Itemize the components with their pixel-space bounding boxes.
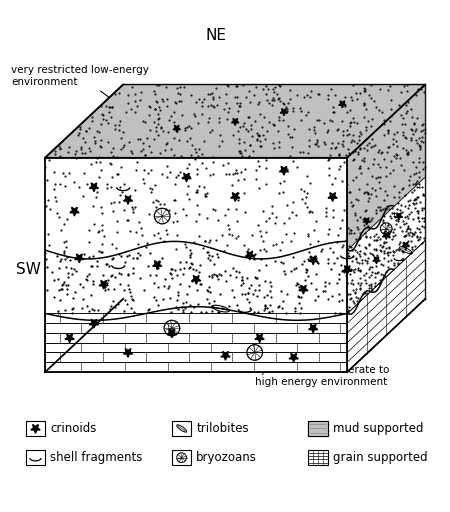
Polygon shape	[45, 250, 347, 313]
Text: very restricted low-energy
environment: very restricted low-energy environment	[11, 65, 154, 131]
Polygon shape	[347, 84, 425, 250]
Polygon shape	[342, 266, 352, 274]
Polygon shape	[395, 213, 403, 220]
Bar	[26, 421, 45, 436]
Polygon shape	[45, 158, 347, 250]
Polygon shape	[280, 109, 288, 116]
Polygon shape	[182, 173, 191, 182]
Bar	[308, 421, 328, 436]
Polygon shape	[45, 323, 347, 333]
Polygon shape	[31, 424, 40, 433]
Polygon shape	[245, 251, 254, 260]
Polygon shape	[173, 125, 180, 132]
Polygon shape	[230, 193, 240, 201]
Polygon shape	[45, 352, 347, 362]
Polygon shape	[309, 256, 318, 265]
Polygon shape	[339, 101, 346, 108]
Polygon shape	[279, 166, 288, 175]
Polygon shape	[45, 84, 425, 158]
Text: shell fragments: shell fragments	[50, 451, 143, 464]
Polygon shape	[99, 280, 108, 289]
Polygon shape	[89, 319, 99, 328]
Text: crinoids: crinoids	[50, 422, 96, 435]
Bar	[172, 450, 191, 465]
Polygon shape	[231, 118, 239, 125]
Polygon shape	[167, 329, 176, 338]
Polygon shape	[70, 207, 79, 216]
Polygon shape	[309, 324, 318, 333]
Polygon shape	[192, 275, 201, 284]
Polygon shape	[363, 218, 370, 225]
Text: grain supported: grain supported	[333, 451, 427, 464]
Text: SW: SW	[16, 262, 41, 277]
Polygon shape	[402, 242, 410, 249]
Text: trilobites: trilobites	[196, 422, 249, 435]
Text: open-marine moderate to
high energy environment: open-marine moderate to high energy envi…	[255, 356, 389, 387]
Polygon shape	[89, 183, 99, 191]
Polygon shape	[382, 232, 390, 240]
Text: bryozoans: bryozoans	[196, 451, 257, 464]
Text: mud supported: mud supported	[333, 422, 423, 435]
Text: semirestricted
low-energy
environment: semirestricted low-energy environment	[303, 248, 379, 313]
Bar	[308, 421, 328, 436]
Polygon shape	[153, 261, 162, 270]
Text: NE: NE	[205, 28, 226, 44]
Polygon shape	[299, 285, 308, 294]
Polygon shape	[65, 334, 74, 343]
Polygon shape	[347, 241, 425, 372]
Polygon shape	[123, 196, 133, 204]
Bar	[172, 421, 191, 436]
Polygon shape	[373, 257, 380, 264]
Polygon shape	[255, 334, 264, 343]
Polygon shape	[328, 193, 337, 201]
Polygon shape	[45, 362, 347, 372]
Polygon shape	[45, 313, 347, 323]
Polygon shape	[289, 353, 298, 362]
Polygon shape	[347, 177, 425, 313]
Polygon shape	[75, 254, 84, 263]
Polygon shape	[221, 351, 230, 360]
Polygon shape	[45, 333, 347, 343]
Polygon shape	[123, 349, 133, 357]
Bar	[308, 450, 328, 465]
Bar	[26, 450, 45, 465]
Polygon shape	[45, 343, 347, 352]
